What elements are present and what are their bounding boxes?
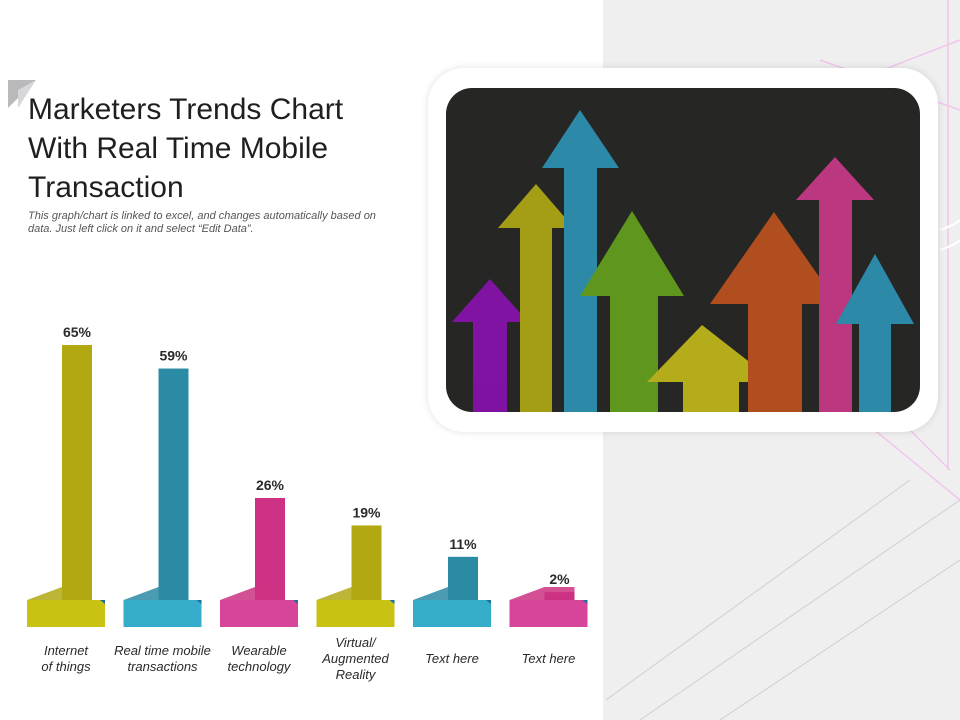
data-label-1: 65% bbox=[63, 324, 92, 340]
category-label-2: Real time mobile transactions bbox=[114, 643, 211, 674]
category-label-3: Wearable technology bbox=[227, 643, 291, 674]
bar-1 bbox=[62, 345, 92, 600]
bar-5-edge bbox=[486, 600, 491, 604]
arrow-blue-icon bbox=[542, 110, 619, 412]
category-label-4: Virtual/ Augmented Reality bbox=[322, 635, 389, 682]
bar-3-connector bbox=[220, 587, 285, 600]
arrow-yellow-icon bbox=[647, 325, 775, 412]
growth-arrows-image bbox=[446, 88, 920, 412]
slide-subtitle: This graph/chart is linked to excel, and… bbox=[28, 210, 376, 235]
bar-4-edge bbox=[389, 600, 395, 604]
data-label-3: 26% bbox=[256, 477, 285, 493]
arrows-illustration bbox=[452, 110, 914, 412]
bar-1-edge bbox=[100, 600, 105, 604]
trends-bar-chart: 65% 59% 26% 19% 11% 2% bbox=[27, 324, 588, 627]
data-label-4: 19% bbox=[352, 504, 381, 520]
category-label-6: Text here bbox=[521, 651, 576, 666]
arrow-green-icon bbox=[580, 211, 684, 412]
bar-3-base bbox=[220, 600, 298, 627]
bar-4-base bbox=[316, 600, 395, 627]
arrow-orange-icon bbox=[710, 212, 838, 412]
bar-6-base bbox=[509, 600, 588, 627]
bar-3 bbox=[255, 498, 285, 600]
corner-triangle-icon bbox=[8, 80, 36, 108]
bar-1-connector bbox=[27, 587, 92, 600]
data-label-5: 11% bbox=[449, 536, 477, 552]
arrow-teal-icon bbox=[836, 254, 914, 412]
growth-arrows-image-frame bbox=[428, 68, 938, 432]
bar-5-base bbox=[413, 600, 491, 627]
category-label-5: Text here bbox=[425, 651, 479, 666]
bar-2 bbox=[158, 368, 189, 600]
bar-2-base bbox=[123, 600, 202, 627]
bar-2-connector bbox=[123, 587, 189, 600]
data-label-6: 2% bbox=[549, 571, 570, 587]
bar-6-connector bbox=[509, 587, 575, 600]
slide-title: Marketers Trends Chart With Real Time Mo… bbox=[28, 93, 344, 204]
bar-5-connector bbox=[413, 587, 478, 600]
bar-3-edge bbox=[293, 600, 298, 604]
bar-1-base bbox=[27, 600, 105, 627]
arrow-olive-icon bbox=[498, 184, 574, 412]
arrow-purple-icon bbox=[452, 279, 528, 412]
arrow-pink-icon bbox=[796, 157, 874, 412]
category-label-1: Internet of things bbox=[41, 643, 91, 674]
bar-6-edge bbox=[582, 600, 588, 604]
bar-2-edge bbox=[196, 600, 202, 604]
bar-4-connector bbox=[316, 587, 382, 600]
data-label-2: 59% bbox=[159, 348, 188, 364]
